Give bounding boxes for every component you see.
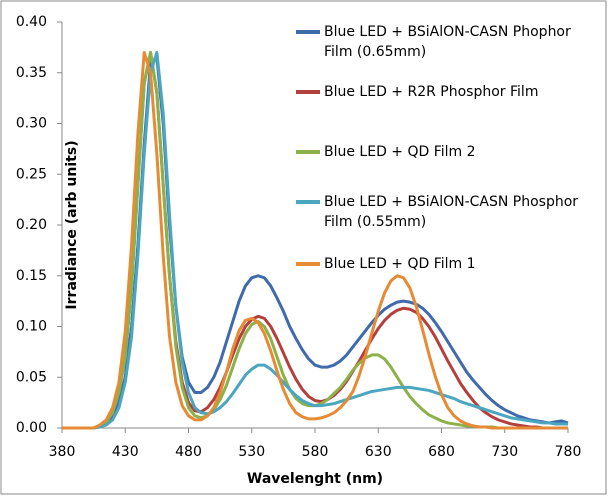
legend-item: Blue LED + BSiAlON-CASN Phosphor Film (0… xyxy=(296,192,600,232)
legend-item: Blue LED + BSiAlON-CASN Phophor Film (0.… xyxy=(296,22,600,62)
legend-swatch xyxy=(296,90,320,94)
x-tick-label: 530 xyxy=(238,444,265,460)
legend-label: Blue LED + R2R Phosphor Film xyxy=(324,84,539,100)
x-tick-label: 730 xyxy=(491,444,518,460)
y-tick-label: 0.25 xyxy=(16,166,47,182)
x-tick-label: 780 xyxy=(555,444,582,460)
y-tick-label: 0.20 xyxy=(16,217,47,233)
legend-swatch xyxy=(296,150,320,154)
y-axis-title: Irradiance (arb units) xyxy=(64,140,80,309)
legend-item: Blue LED + QD Film 2 xyxy=(296,142,600,162)
y-tick-label: 0.35 xyxy=(16,65,47,81)
y-tick-label: 0.15 xyxy=(16,268,47,284)
x-tick-label: 380 xyxy=(49,444,76,460)
x-tick-label: 430 xyxy=(112,444,139,460)
legend-swatch xyxy=(296,262,320,266)
y-tick-label: 0.00 xyxy=(16,420,47,436)
legend-label: Blue LED + BSiAlON-CASN Phosphor Film (0… xyxy=(324,194,579,230)
series-line xyxy=(62,50,568,430)
y-tick-label: 0.40 xyxy=(16,14,47,30)
x-tick-label: 630 xyxy=(365,444,392,460)
legend-label: Blue LED + QD Film 1 xyxy=(324,256,476,272)
series-line xyxy=(62,50,568,430)
x-tick-label: 480 xyxy=(175,444,202,460)
y-tick-label: 0.10 xyxy=(16,319,47,335)
y-tick-label: 0.05 xyxy=(16,369,47,385)
legend-label: Blue LED + BSiAlON-CASN Phophor Film (0.… xyxy=(324,24,571,60)
y-tick-label: 0.30 xyxy=(16,116,47,132)
x-tick-label: 680 xyxy=(428,444,455,460)
legend-item: Blue LED + R2R Phosphor Film xyxy=(296,82,600,102)
legend-swatch xyxy=(296,200,320,204)
legend-swatch xyxy=(296,30,320,34)
legend-item: Blue LED + QD Film 1 xyxy=(296,254,600,274)
legend-label: Blue LED + QD Film 2 xyxy=(324,144,476,160)
x-axis-title: Wavelenght (nm) xyxy=(247,471,383,487)
x-tick-label: 580 xyxy=(302,444,329,460)
